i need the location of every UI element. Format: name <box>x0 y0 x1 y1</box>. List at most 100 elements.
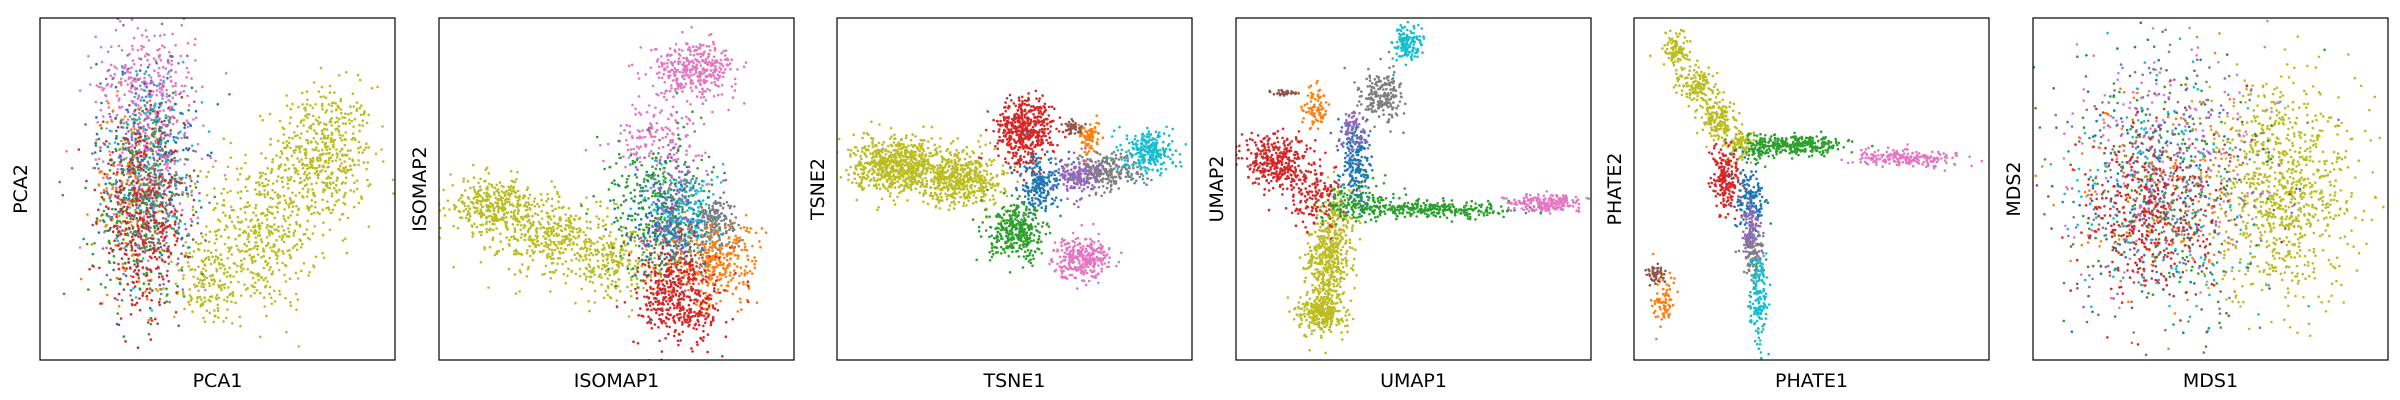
point <box>705 169 708 173</box>
point <box>328 186 332 190</box>
point <box>247 225 250 229</box>
point <box>655 60 659 63</box>
point <box>264 177 268 181</box>
point <box>162 177 165 181</box>
point <box>243 206 246 209</box>
point <box>167 181 170 185</box>
point <box>671 132 674 135</box>
point <box>144 241 148 245</box>
point <box>606 206 609 210</box>
point <box>190 86 194 90</box>
point <box>135 206 139 210</box>
point <box>117 11 120 14</box>
point <box>151 134 154 137</box>
point <box>556 257 560 260</box>
point <box>582 247 585 251</box>
point <box>301 103 304 106</box>
point <box>497 218 500 221</box>
point <box>596 240 599 244</box>
point <box>132 238 135 241</box>
point <box>712 74 716 78</box>
point <box>119 203 122 206</box>
point <box>128 199 131 203</box>
point <box>99 82 102 85</box>
point <box>111 230 115 233</box>
point <box>654 167 658 171</box>
point <box>583 243 587 246</box>
point <box>271 188 274 192</box>
point <box>124 141 128 145</box>
point <box>93 151 97 154</box>
point <box>155 219 158 222</box>
point <box>627 174 631 178</box>
point <box>341 212 345 216</box>
point <box>270 167 274 171</box>
point <box>699 211 702 215</box>
point <box>493 215 497 218</box>
point <box>276 193 280 196</box>
point <box>593 242 596 245</box>
point <box>674 78 677 81</box>
point <box>280 238 284 241</box>
point <box>146 215 150 219</box>
point <box>346 216 350 220</box>
point <box>111 109 115 112</box>
point <box>141 159 144 162</box>
point <box>192 250 196 253</box>
point <box>526 268 530 271</box>
point <box>121 142 125 146</box>
point <box>125 126 129 129</box>
point <box>160 22 164 26</box>
point <box>300 163 304 167</box>
point <box>346 149 350 152</box>
point <box>458 210 462 214</box>
point <box>314 200 317 204</box>
point <box>119 160 123 164</box>
point <box>246 267 249 271</box>
point <box>128 206 132 209</box>
point <box>329 211 333 215</box>
point <box>432 216 435 219</box>
point <box>131 275 135 279</box>
point <box>552 257 555 260</box>
point <box>367 184 370 188</box>
point <box>295 243 299 246</box>
point <box>704 79 707 83</box>
point <box>93 166 97 170</box>
point <box>248 175 251 178</box>
point <box>614 280 617 284</box>
point <box>148 193 151 196</box>
point <box>232 224 236 228</box>
point <box>525 205 529 209</box>
point <box>656 128 659 132</box>
point <box>141 250 145 253</box>
point <box>694 69 698 72</box>
point <box>158 34 162 37</box>
point <box>113 297 117 300</box>
point <box>617 264 620 268</box>
point <box>174 90 177 93</box>
point <box>127 146 130 150</box>
point <box>208 295 212 299</box>
point <box>127 257 130 261</box>
point <box>703 71 706 75</box>
point <box>467 210 470 213</box>
point <box>131 59 135 62</box>
point <box>278 235 282 238</box>
point <box>213 242 217 245</box>
point <box>144 132 147 135</box>
point <box>155 118 158 122</box>
point <box>692 249 696 253</box>
point <box>143 104 147 108</box>
point <box>138 308 142 312</box>
point <box>246 189 249 193</box>
point <box>633 239 636 243</box>
point <box>527 201 530 204</box>
point <box>502 185 505 189</box>
point <box>287 227 290 230</box>
point <box>274 205 278 209</box>
point <box>629 289 632 293</box>
point <box>160 253 164 257</box>
point <box>189 224 193 227</box>
point <box>162 137 166 140</box>
